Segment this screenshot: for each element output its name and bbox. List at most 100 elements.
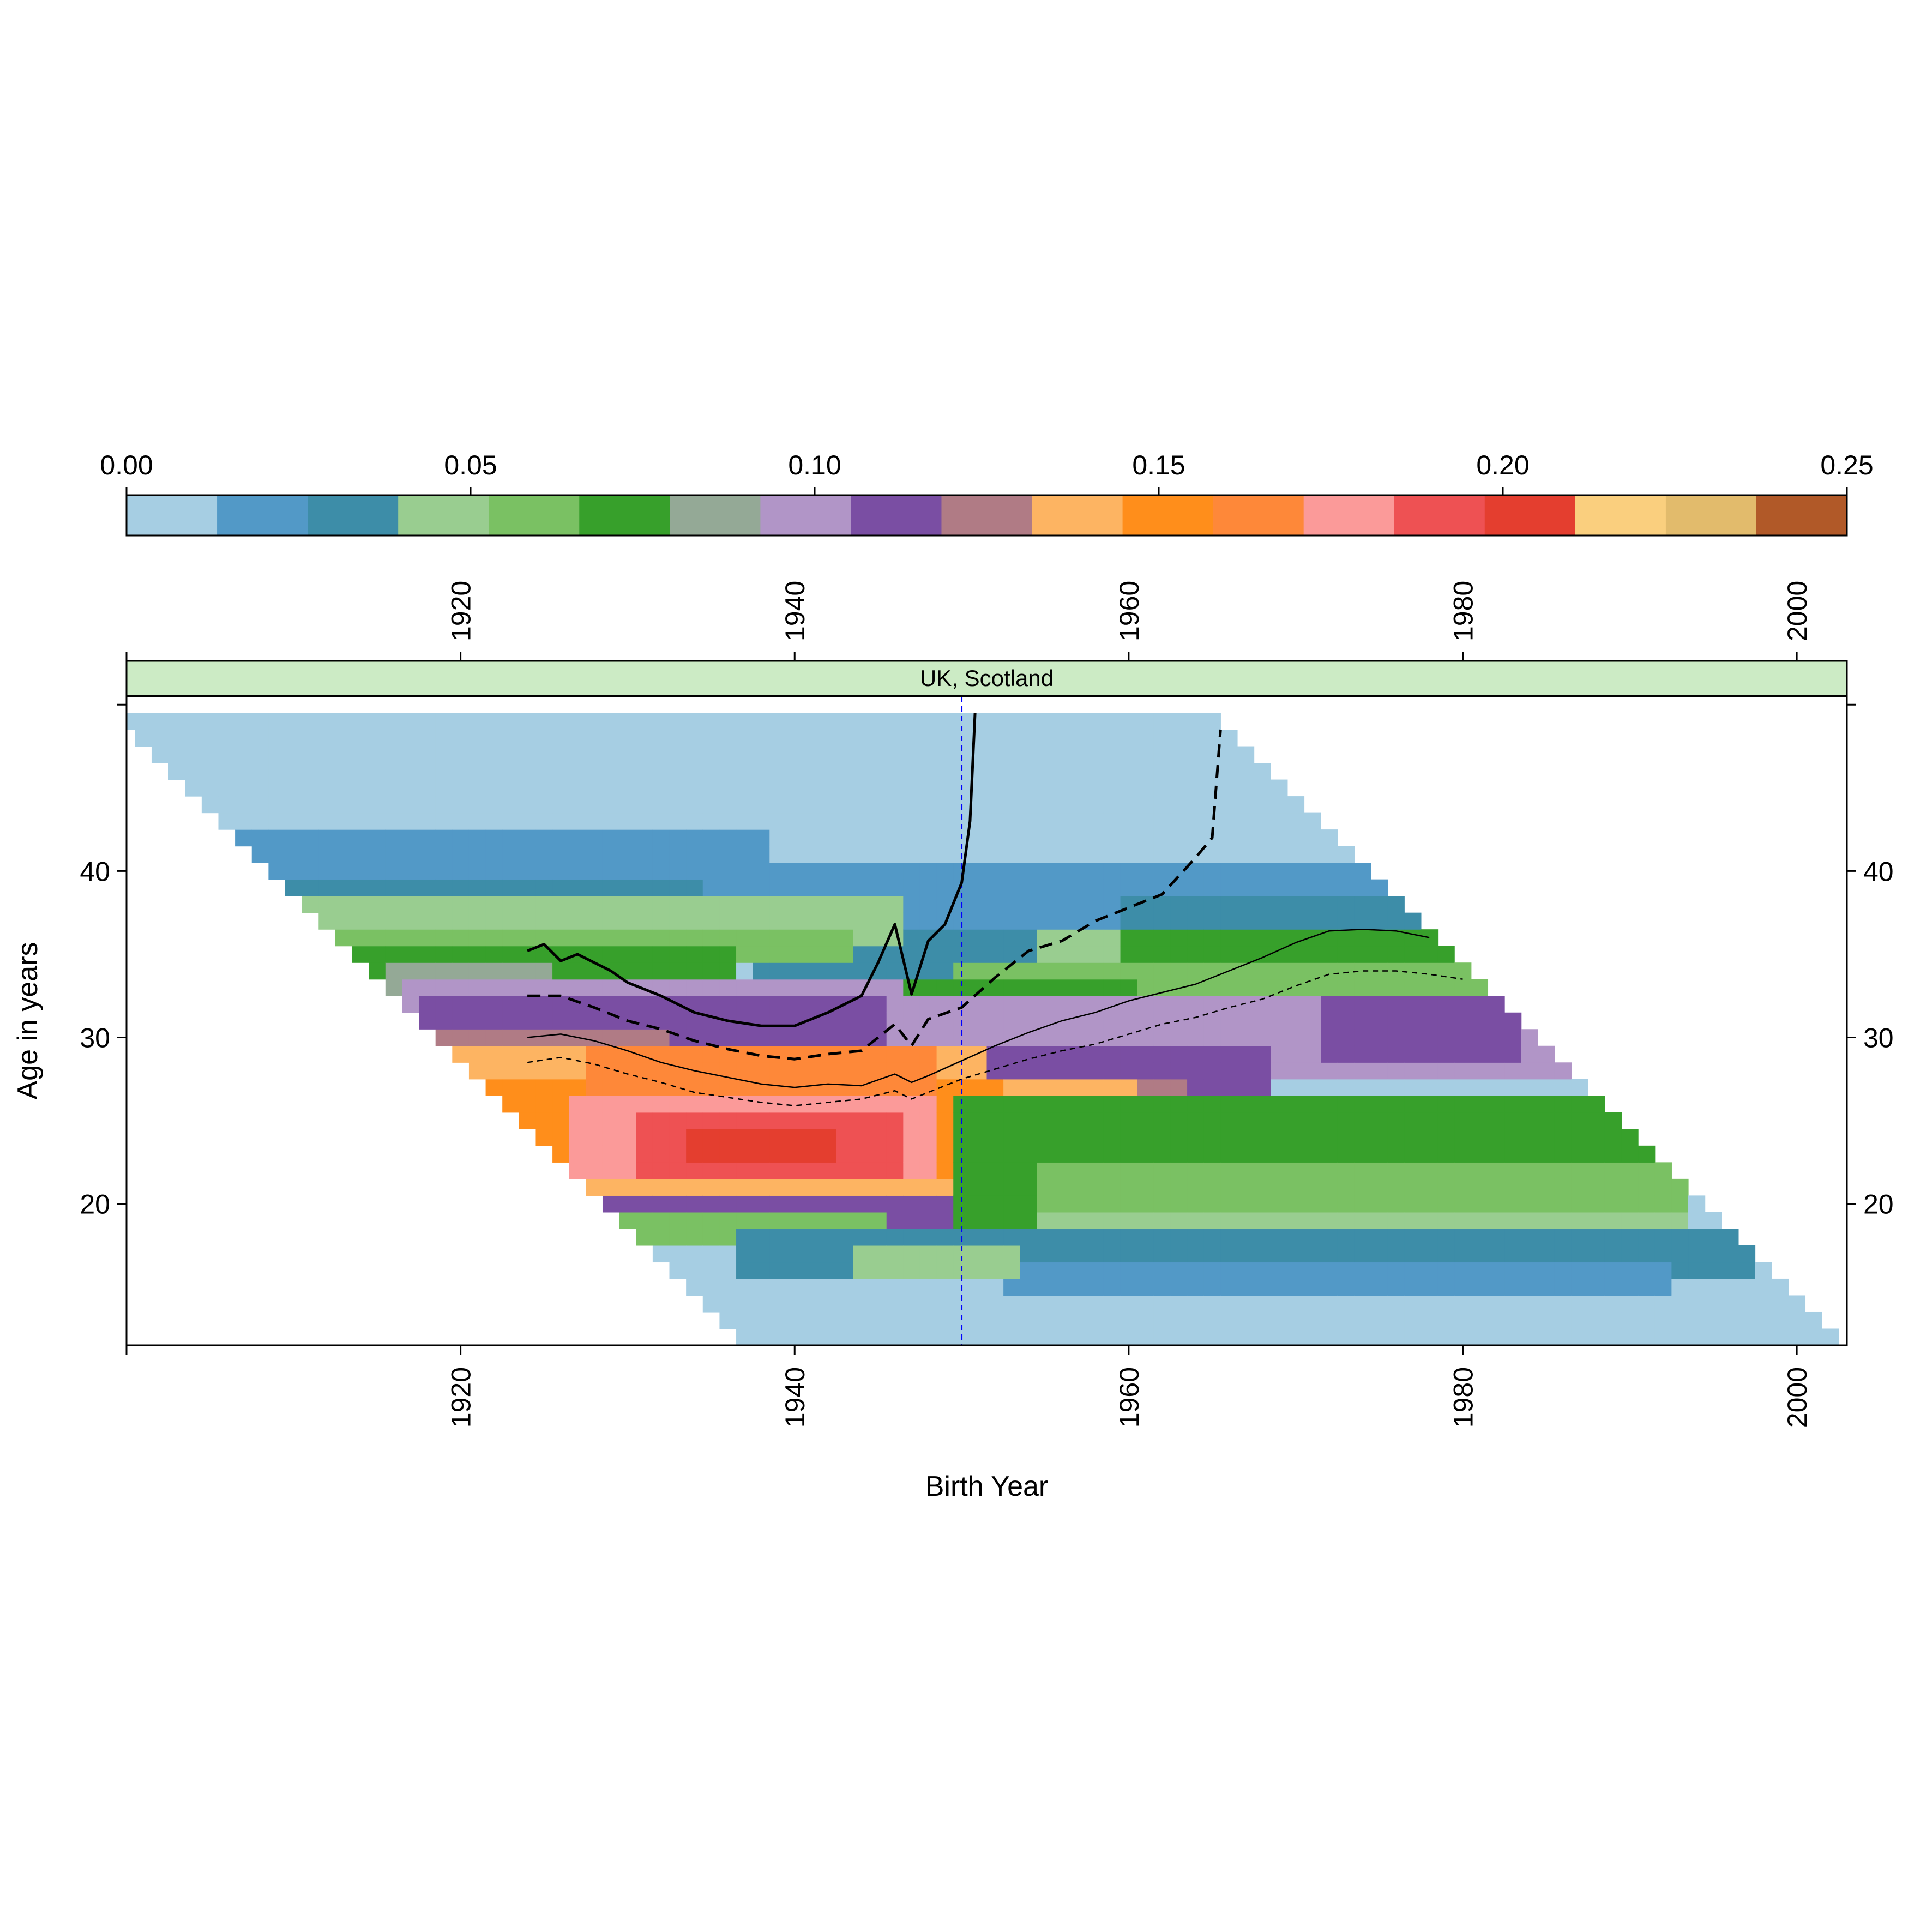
heatmap-cell [1437, 1278, 1455, 1296]
heatmap-cell [986, 779, 1004, 797]
heatmap-cell [769, 1229, 787, 1246]
heatmap-cell [1153, 1178, 1171, 1196]
heatmap-cell [1387, 946, 1405, 963]
heatmap-cell [1271, 1129, 1288, 1146]
heatmap-cell [535, 962, 553, 980]
heatmap-cell [1220, 1096, 1238, 1113]
heatmap-cell [602, 929, 620, 947]
heatmap-cell [1271, 846, 1288, 863]
heatmap-cell [786, 713, 804, 730]
heatmap-cell [318, 763, 336, 780]
heatmap-cell [1054, 1311, 1071, 1329]
heatmap-cell [552, 896, 570, 913]
heatmap-cell [552, 1145, 570, 1163]
heatmap-cell [1287, 962, 1305, 980]
heatmap-cell [1170, 1045, 1188, 1063]
heatmap-cell [652, 946, 670, 963]
heatmap-cell [1153, 1328, 1171, 1345]
heatmap-cell [769, 996, 787, 1013]
heatmap-cell [836, 912, 854, 930]
heatmap-cell [1304, 1295, 1321, 1313]
heatmap-cell [1421, 1212, 1439, 1230]
heatmap-cell [886, 1229, 904, 1246]
heatmap-cell [936, 879, 954, 896]
heatmap-cell [1103, 1195, 1121, 1213]
heatmap-cell [502, 929, 520, 947]
heatmap-cell [1087, 1129, 1104, 1146]
heatmap-cell [1003, 1162, 1021, 1179]
heatmap-cell [619, 746, 636, 763]
heatmap-cell [886, 1295, 904, 1313]
heatmap-cell [736, 1145, 754, 1163]
heatmap-cell [1404, 1328, 1422, 1345]
heatmap-cell [352, 812, 369, 830]
heatmap-cell [853, 1245, 870, 1263]
heatmap-cell [1354, 979, 1371, 996]
heatmap-cell [218, 763, 236, 780]
color-key-swatch [398, 495, 489, 535]
heatmap-cell [1054, 1162, 1071, 1179]
heatmap-cell [1571, 1162, 1588, 1179]
heatmap-cell [1538, 1328, 1555, 1345]
heatmap-cell [1321, 1278, 1338, 1296]
heatmap-cell [886, 713, 904, 730]
heatmap-cell [786, 896, 804, 913]
heatmap-cell [1354, 1096, 1371, 1113]
heatmap-cell [1504, 1195, 1522, 1213]
heatmap-cell [602, 746, 620, 763]
heatmap-cell [602, 1029, 620, 1046]
heatmap-cell [1254, 896, 1271, 913]
heatmap-cell [686, 1096, 703, 1113]
heatmap-cell [1203, 879, 1221, 896]
heatmap-cell [1103, 1311, 1121, 1329]
heatmap-cell [1654, 1328, 1672, 1345]
heatmap-cell [569, 746, 586, 763]
heatmap-cell [1153, 946, 1171, 963]
heatmap-cell [719, 912, 737, 930]
heatmap-cell [1437, 1012, 1455, 1030]
heatmap-cell [1287, 929, 1305, 947]
heatmap-cell [586, 1178, 603, 1196]
heatmap-cell [1203, 929, 1221, 947]
heatmap-cell [452, 1012, 470, 1030]
heatmap-cell [1504, 1311, 1522, 1329]
heatmap-cell [903, 879, 920, 896]
heatmap-cell [1521, 1311, 1538, 1329]
heatmap-cell [569, 1129, 586, 1146]
heatmap-cell [1337, 863, 1355, 880]
heatmap-cell [636, 1062, 653, 1080]
heatmap-cell [686, 730, 703, 747]
heatmap-cell [736, 879, 754, 896]
heatmap-cell [719, 979, 737, 996]
heatmap-cell [302, 730, 319, 747]
heatmap-cell [1404, 912, 1422, 930]
heatmap-cell [1421, 1229, 1439, 1246]
heatmap-cell [1087, 946, 1104, 963]
heatmap-cell [452, 863, 470, 880]
heatmap-cell [1203, 1278, 1221, 1296]
heatmap-cell [986, 1012, 1004, 1030]
heatmap-cell [1387, 1162, 1405, 1179]
heatmap-cell [1304, 846, 1321, 863]
heatmap-cell [1387, 1079, 1405, 1096]
heatmap-cell [1504, 1262, 1522, 1279]
heatmap-cell [235, 829, 252, 847]
heatmap-cell [669, 1195, 687, 1213]
heatmap-cell [1254, 912, 1271, 930]
heatmap-cell [1003, 1029, 1021, 1046]
heatmap-cell [1237, 1029, 1255, 1046]
heatmap-cell [669, 1096, 687, 1113]
heatmap-cell [586, 1112, 603, 1129]
heatmap-cell [769, 713, 787, 730]
heatmap-cell [1521, 1162, 1538, 1179]
heatmap-cell [1671, 1229, 1689, 1246]
heatmap-cell [1354, 929, 1371, 947]
heatmap-cell [1087, 1045, 1104, 1063]
heatmap-cell [1120, 1029, 1137, 1046]
heatmap-cell [919, 763, 937, 780]
heatmap-cell [1404, 1295, 1422, 1313]
heatmap-cell [1120, 1195, 1137, 1213]
heatmap-cell [1588, 1278, 1605, 1296]
